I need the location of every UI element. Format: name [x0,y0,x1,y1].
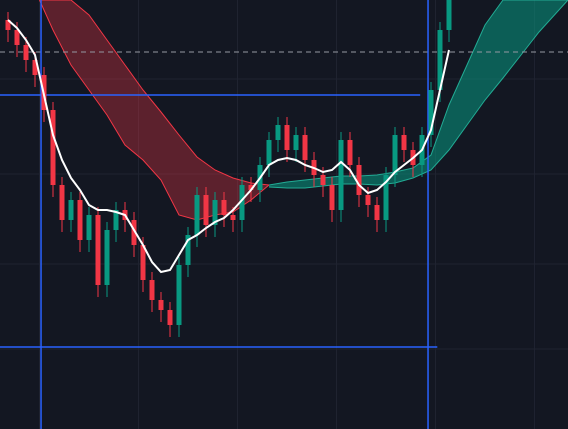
candle-body [374,205,380,220]
candle-body [347,140,353,165]
candle-body [194,195,200,235]
candle-body [365,195,371,205]
candle-body [104,230,110,285]
candle-body [140,245,146,280]
candle-body [14,30,20,45]
candle-body [320,175,326,185]
candle-body [266,140,272,165]
candle-body [23,45,29,60]
candle-body [428,90,434,135]
cloud-edge [39,0,270,186]
moving-average [7,19,450,274]
candle-body [248,185,254,190]
candle-body [5,20,11,30]
candle-body [302,135,308,160]
candle-body [437,30,443,90]
candle-body [77,200,83,240]
candle-body [86,215,92,240]
candle-body [68,200,74,220]
cloud-fill [39,0,270,220]
candle-body [221,200,227,215]
candle-body [446,0,452,30]
candle-body [59,185,65,220]
candle-body [212,200,218,225]
candle-body [158,300,164,310]
candle-body [401,135,407,150]
candle-body [113,210,119,230]
candle-body [176,265,182,325]
candle-body [329,185,335,210]
candle-body [32,60,38,75]
candle-body [131,220,137,245]
candle-body [203,195,209,225]
candle-body [185,235,191,265]
candle-body [293,135,299,150]
candle-body [50,110,56,185]
candle-body [338,140,344,210]
candle-body [392,135,398,175]
candle-body [383,175,389,220]
candle-body [149,280,155,300]
candle-body [275,125,281,140]
cloud-fill [269,0,568,188]
cloud-edge [268,0,568,189]
candle-body [239,185,245,220]
candle-body [167,310,173,325]
candle-body [284,125,290,150]
candle-body [230,215,236,220]
candle-body [95,215,101,285]
candle-body [356,165,362,195]
